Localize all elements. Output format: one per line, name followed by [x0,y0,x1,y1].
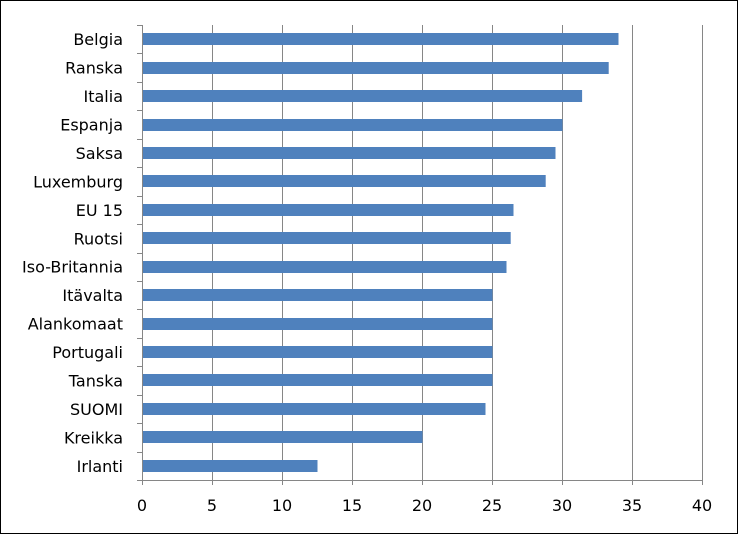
bar [142,62,609,74]
category-label: SUOMI [70,400,123,419]
x-tick-label: 25 [482,496,502,515]
bar [142,261,507,273]
axes [137,25,703,485]
category-label: Ranska [65,59,123,78]
bar [142,403,486,415]
category-label: Irlanti [77,457,123,476]
category-label: Itävalta [62,286,123,305]
category-label: Belgia [73,30,123,49]
x-tick-label: 40 [692,496,712,515]
category-label: Kreikka [64,428,123,447]
category-label: Iso-Britannia [22,258,123,277]
bar [142,33,619,45]
bar [142,175,546,187]
x-tick-label: 35 [622,496,642,515]
category-label: Ruotsi [74,229,123,248]
bar [142,289,493,301]
bars [142,33,619,472]
x-tick-label: 20 [412,496,432,515]
x-tick-label: 10 [272,496,292,515]
category-label: Luxemburg [33,172,123,191]
bar [142,374,493,386]
x-tick-label: 0 [137,496,147,515]
x-tick-label: 15 [342,496,362,515]
category-label: Tanska [68,371,123,390]
bar [142,147,556,159]
category-label: Italia [84,87,124,106]
x-tick-label: 30 [552,496,572,515]
bar [142,318,493,330]
category-label: Saksa [76,144,123,163]
category-label: EU 15 [76,201,123,220]
category-label: Espanja [60,116,123,135]
bar [142,232,511,244]
bar [142,90,583,102]
bar [142,119,563,131]
category-label: Portugali [52,343,123,362]
bar [142,431,423,443]
x-tick-label: 5 [207,496,217,515]
labels: 0 5 10 15 20 25 30 35 40 Belgia Ranska Italia Espanj… [22,30,712,515]
bar [142,204,514,216]
bar [142,346,493,358]
category-label: Alankomaat [28,315,123,334]
bar [142,460,318,472]
